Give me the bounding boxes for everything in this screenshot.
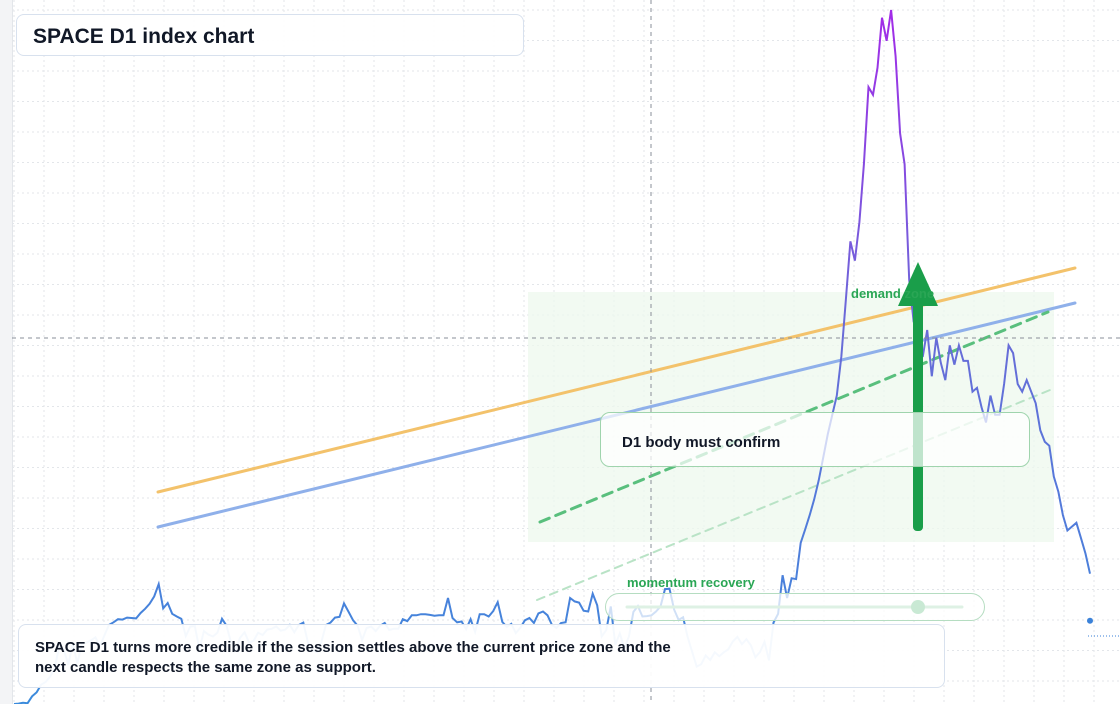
demand-zone-label: demand zone [851,286,934,301]
last-price-dot [1087,617,1093,624]
left-toolbar-edge [0,0,13,704]
confirmation-note-text: D1 body must confirm [622,434,781,451]
chart-title: SPACE D1 index chart [33,25,255,48]
caption-box: SPACE D1 turns more credible if the sess… [18,624,945,688]
chart-title-box: SPACE D1 index chart [16,14,524,56]
confirmation-note: D1 body must confirm [600,412,1030,467]
caption-text: SPACE D1 turns more credible if the sess… [35,639,671,676]
momentum-slider-box [605,593,985,621]
momentum-label: momentum recovery [627,575,755,590]
